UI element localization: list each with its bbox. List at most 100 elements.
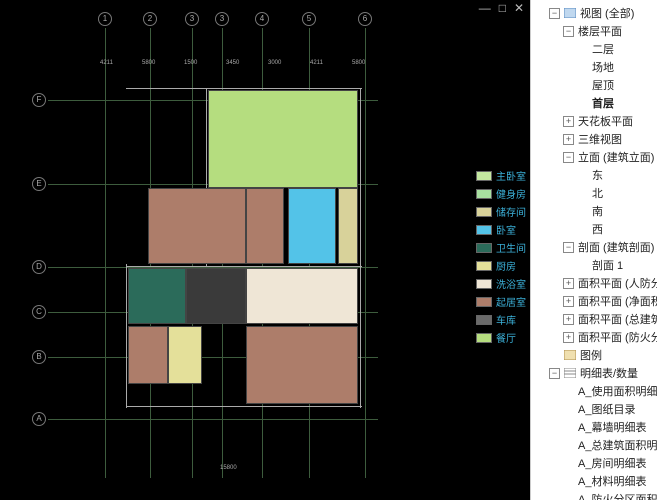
legend-row: 主卧室 (476, 168, 526, 183)
legend-row: 卫生间 (476, 240, 526, 255)
gridline-vertical (365, 28, 366, 478)
gridline-horizontal (48, 419, 378, 420)
window-controls: — □ ✕ (479, 2, 524, 14)
tree-schedule-item[interactable]: A_幕墙明细表 (561, 418, 655, 436)
legend-row: 卧室 (476, 222, 526, 237)
grid-bubble: 4 (255, 12, 269, 26)
grid-bubble: C (32, 305, 46, 319)
room-fill[interactable] (246, 188, 284, 264)
tree-group[interactable]: + 面积平面 (净面积) (561, 292, 655, 310)
legend-label: 厨房 (496, 258, 516, 273)
tree-item[interactable]: 剖面 1 (575, 256, 655, 274)
tree-label: A_总建筑面积明细表 (578, 437, 657, 453)
legend-label: 卫生间 (496, 240, 526, 255)
tree-label: A_材料明细表 (578, 473, 646, 489)
tree-item[interactable]: 东 (575, 166, 655, 184)
tree-group[interactable]: +面积平面 (防火分区面积) (561, 328, 655, 346)
grid-bubble: E (32, 177, 46, 191)
maximize-icon[interactable]: □ (499, 2, 506, 14)
wall-segment (126, 264, 127, 408)
grid-bubble: 1 (98, 12, 112, 26)
grid-bubble: A (32, 412, 46, 426)
legend-label: 餐厅 (496, 330, 516, 345)
tree-item[interactable]: 屋顶 (575, 76, 655, 94)
tree-item[interactable]: 南 (575, 202, 655, 220)
tree-root-views[interactable]: − 视图 (全部) (547, 4, 655, 22)
expand-icon[interactable]: + (563, 116, 574, 127)
wall-segment (244, 406, 362, 407)
room-fill[interactable] (208, 90, 358, 188)
tree-schedule-item[interactable]: A_总建筑面积明细表 (561, 436, 655, 454)
schedules-icon (564, 368, 576, 378)
tree-group[interactable]: + 三维视图 (561, 130, 655, 148)
model-canvas[interactable]: — □ ✕ 1233456 ABCDEF 4211580015003450300… (0, 0, 530, 500)
tree-label: 首层 (592, 95, 614, 111)
tree-schedules[interactable]: − 明细表/数量 (547, 364, 655, 382)
tree-schedule-item[interactable]: A_图纸目录 (561, 400, 655, 418)
collapse-icon[interactable]: − (563, 152, 574, 163)
collapse-icon[interactable]: − (563, 26, 574, 37)
tree-label: 三维视图 (578, 131, 622, 147)
tree-label: 视图 (全部) (580, 5, 634, 21)
expand-icon[interactable]: + (563, 278, 574, 289)
dimension-text: 1500 (184, 60, 197, 66)
close-icon[interactable]: ✕ (514, 2, 524, 14)
legend-label: 主卧室 (496, 168, 526, 183)
tree-schedule-item[interactable]: A_材料明细表 (561, 472, 655, 490)
tree-legend[interactable]: 图例 (547, 346, 655, 364)
legend-row: 储存间 (476, 204, 526, 219)
tree-label: 面积平面 (净面积) (578, 293, 657, 309)
grid-bubble: 5 (302, 12, 316, 26)
expand-icon[interactable]: + (563, 332, 574, 343)
room-fill[interactable] (168, 326, 202, 384)
grid-bubble: F (32, 93, 46, 107)
tree-schedule-item[interactable]: A_使用面积明细表 (561, 382, 655, 400)
expand-icon[interactable]: + (563, 314, 574, 325)
tree-schedule-item[interactable]: A_房间明细表 (561, 454, 655, 472)
tree-item[interactable]: 二层 (575, 40, 655, 58)
dimension-text: 3000 (268, 60, 281, 66)
collapse-icon[interactable]: − (549, 368, 560, 379)
tree-label: 明细表/数量 (580, 365, 638, 381)
room-fill[interactable] (288, 188, 336, 264)
tree-group[interactable]: −立面 (建筑立面) (561, 148, 655, 166)
tree-group[interactable]: + 天花板平面 (561, 112, 655, 130)
minimize-icon[interactable]: — (479, 2, 491, 14)
tree-label: 天花板平面 (578, 113, 633, 129)
tree-item[interactable]: 首层 (575, 94, 655, 112)
room-fill[interactable] (128, 326, 168, 384)
grid-bubble: 6 (358, 12, 372, 26)
legend-swatch (476, 207, 492, 217)
tree-label: A_幕墙明细表 (578, 419, 646, 435)
room-legend: 主卧室健身房储存间卧室卫生间厨房洗浴室起居室车库餐厅 (476, 168, 526, 348)
tree-label: 楼层平面 (578, 23, 622, 39)
room-fill[interactable] (128, 268, 186, 324)
legend-swatch (476, 315, 492, 325)
app-root: — □ ✕ 1233456 ABCDEF 4211580015003450300… (0, 0, 657, 500)
legend-label: 卧室 (496, 222, 516, 237)
expand-icon[interactable]: + (563, 134, 574, 145)
tree-item[interactable]: 西 (575, 220, 655, 238)
project-browser[interactable]: − 视图 (全部) −楼层平面二层场地屋顶首层+天花板平面+三维视图−立面 (建… (530, 0, 657, 500)
tree-label: A_图纸目录 (578, 401, 635, 417)
tree-group[interactable]: +面积平面 (人防分区面积) (561, 274, 655, 292)
room-fill[interactable] (338, 188, 358, 264)
room-fill[interactable] (246, 326, 358, 404)
tree-group[interactable]: −楼层平面 (561, 22, 655, 40)
tree-schedule-item[interactable]: A_防火分区面积明细表 (561, 490, 655, 500)
tree-group[interactable]: −剖面 (建筑剖面) (561, 238, 655, 256)
wall-segment (126, 266, 362, 267)
room-fill[interactable] (246, 268, 358, 324)
expand-icon[interactable]: + (563, 296, 574, 307)
tree-label: 东 (592, 167, 603, 183)
room-fill[interactable] (148, 188, 246, 264)
tree-item[interactable]: 北 (575, 184, 655, 202)
collapse-icon[interactable]: − (549, 8, 560, 19)
collapse-icon[interactable]: − (563, 242, 574, 253)
dimension-text: 4211 (310, 60, 323, 66)
legend-swatch (476, 171, 492, 181)
tree-group[interactable]: +面积平面 (总建筑面积) (561, 310, 655, 328)
room-fill[interactable] (186, 268, 246, 324)
tree-item[interactable]: 场地 (575, 58, 655, 76)
legend-label: 车库 (496, 312, 516, 327)
